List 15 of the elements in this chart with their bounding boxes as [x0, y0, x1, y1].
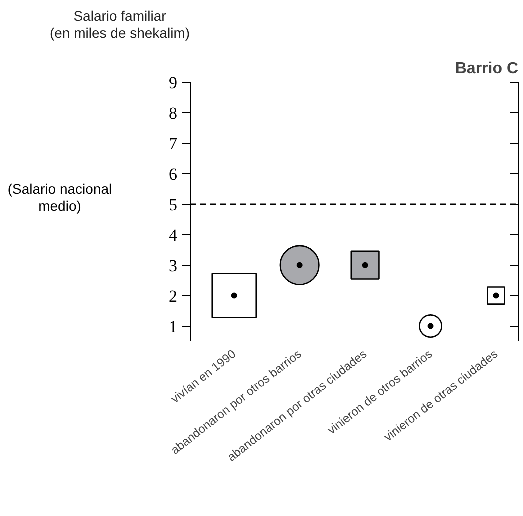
chart-title: Barrio C [455, 60, 519, 78]
y-tick-label: 7 [169, 134, 178, 154]
y-tick-label: 5 [169, 195, 178, 214]
point [362, 262, 368, 268]
y-tick-label: 3 [169, 256, 178, 276]
ref-line-label: (Salario nacional medio) [6, 181, 114, 215]
y-tick-label: 8 [169, 104, 178, 123]
y-tick-label: 6 [169, 164, 178, 184]
y-tick-label: 2 [169, 286, 178, 306]
y-tick-label: 1 [169, 317, 178, 336]
y-tick-label: 4 [169, 226, 178, 245]
point [296, 262, 303, 268]
point [231, 292, 238, 299]
y-tick-label: 9 [169, 74, 178, 92]
y-axis-title: Salario familiar (en miles de shekalim) [48, 8, 192, 42]
